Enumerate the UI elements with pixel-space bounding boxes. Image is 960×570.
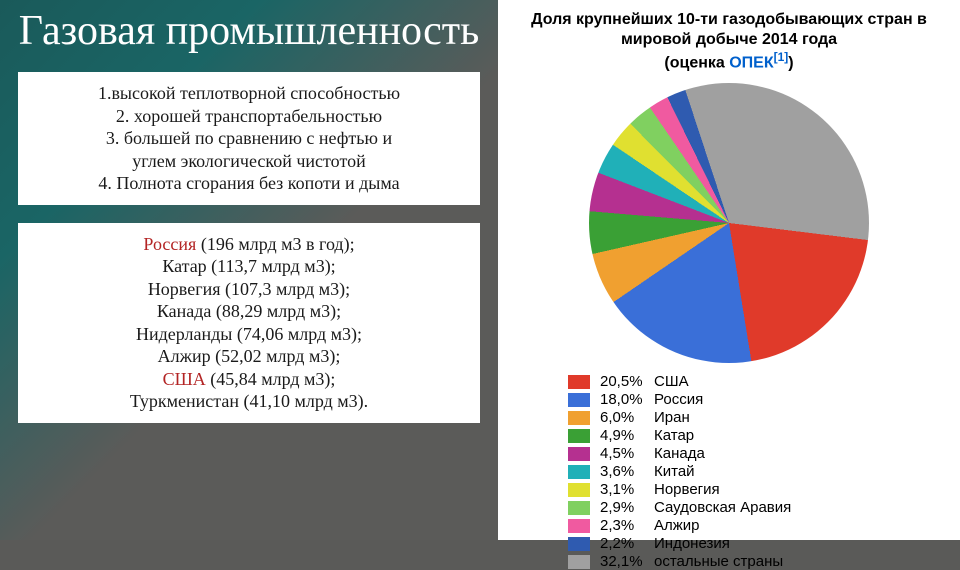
legend-swatch	[568, 555, 590, 569]
legend-pct: 3,1%	[600, 481, 654, 498]
legend-swatch	[568, 465, 590, 479]
property-3b: углем экологической чистотой	[26, 150, 472, 173]
legend-label: США	[654, 373, 689, 390]
exporter-8: Туркменистан (41,10 млрд м3).	[26, 390, 472, 413]
legend-row: 2,2%Индонезия	[568, 535, 960, 552]
legend-row: 2,3%Алжир	[568, 517, 960, 534]
legend-row: 18,0%Россия	[568, 391, 960, 408]
properties-box: 1.высокой теплотворной способностью 2. х…	[18, 72, 480, 205]
legend-swatch	[568, 375, 590, 389]
legend-swatch	[568, 537, 590, 551]
chart-title-prefix: (оценка	[664, 54, 729, 71]
exporter-7-country: США	[163, 369, 206, 389]
legend-pct: 18,0%	[600, 391, 654, 408]
chart-title-ref: [1]	[774, 50, 789, 64]
legend-swatch	[568, 483, 590, 497]
legend-label: Алжир	[654, 517, 700, 534]
property-1: 1.высокой теплотворной способностью	[26, 82, 472, 105]
legend-label: Индонезия	[654, 535, 730, 552]
legend-pct: 2,9%	[600, 499, 654, 516]
exporter-6: Алжир (52,02 млрд м3);	[26, 345, 472, 368]
legend-pct: 6,0%	[600, 409, 654, 426]
chart-title-main: Доля крупнейших 10-ти газодобывающих стр…	[531, 11, 927, 48]
chart-title-opec: ОПЕК	[729, 54, 773, 71]
legend-label: Иран	[654, 409, 690, 426]
exporters-box: Россия (196 млрд м3 в год); Катар (113,7…	[18, 223, 480, 423]
legend-row: 32,1%остальные страны	[568, 553, 960, 570]
exporter-1-rest: (196 млрд м3 в год);	[196, 234, 354, 254]
exporter-2: Катар (113,7 млрд м3);	[26, 255, 472, 278]
chart-panel: Доля крупнейших 10-ти газодобывающих стр…	[498, 0, 960, 540]
page-title: Газовая промышленность	[0, 0, 498, 54]
legend-label: остальные страны	[654, 553, 783, 570]
legend-row: 2,9%Саудовская Аравия	[568, 499, 960, 516]
legend-pct: 32,1%	[600, 553, 654, 570]
exporter-5: Нидерланды (74,06 млрд м3);	[26, 323, 472, 346]
exporter-7-rest: (45,84 млрд м3);	[206, 369, 336, 389]
legend-label: Саудовская Аравия	[654, 499, 791, 516]
exporter-7: США (45,84 млрд м3);	[26, 368, 472, 391]
legend-swatch	[568, 411, 590, 425]
exporter-4: Канада (88,29 млрд м3);	[26, 300, 472, 323]
exporter-1-country: Россия	[143, 234, 196, 254]
legend-label: Россия	[654, 391, 703, 408]
legend-swatch	[568, 429, 590, 443]
legend-row: 6,0%Иран	[568, 409, 960, 426]
legend-swatch	[568, 519, 590, 533]
legend-row: 4,9%Катар	[568, 427, 960, 444]
pie-chart	[589, 83, 869, 363]
left-panel: Газовая промышленность 1.высокой теплотв…	[0, 0, 498, 540]
legend-pct: 2,3%	[600, 517, 654, 534]
legend-swatch	[568, 501, 590, 515]
legend-pct: 20,5%	[600, 373, 654, 390]
legend-label: Китай	[654, 463, 695, 480]
legend-label: Катар	[654, 427, 694, 444]
legend-pct: 4,9%	[600, 427, 654, 444]
legend-swatch	[568, 447, 590, 461]
exporter-3: Норвегия (107,3 млрд м3);	[26, 278, 472, 301]
legend-label: Норвегия	[654, 481, 720, 498]
legend-row: 4,5%Канада	[568, 445, 960, 462]
chart-title-suffix: )	[788, 54, 793, 71]
legend-row: 3,6%Китай	[568, 463, 960, 480]
property-4: 4. Полнота сгорания без копоти и дыма	[26, 172, 472, 195]
legend-pct: 3,6%	[600, 463, 654, 480]
property-2: 2. хорошей транспортабельностью	[26, 105, 472, 128]
legend-row: 3,1%Норвегия	[568, 481, 960, 498]
legend-row: 20,5%США	[568, 373, 960, 390]
legend-swatch	[568, 393, 590, 407]
exporter-1: Россия (196 млрд м3 в год);	[26, 233, 472, 256]
legend-pct: 2,2%	[600, 535, 654, 552]
legend: 20,5%США18,0%Россия6,0%Иран4,9%Катар4,5%…	[568, 373, 960, 570]
legend-label: Канада	[654, 445, 705, 462]
legend-pct: 4,5%	[600, 445, 654, 462]
chart-title: Доля крупнейших 10-ти газодобывающих стр…	[498, 0, 960, 77]
property-3a: 3. большей по сравнению с нефтью и	[26, 127, 472, 150]
